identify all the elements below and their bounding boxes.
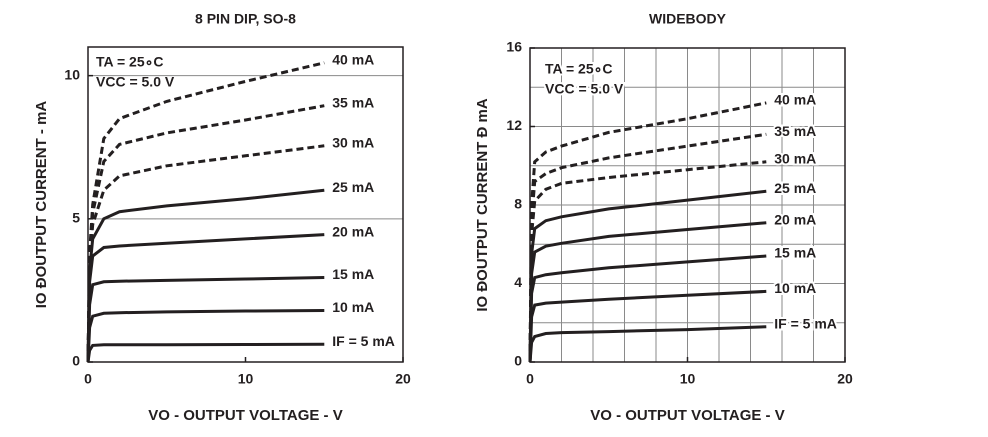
- annotation: TA = 25∘C: [96, 54, 164, 70]
- curve-label: 15 mA: [774, 245, 816, 261]
- curve-label: IF = 5 mA: [774, 315, 837, 331]
- x-tick-label: 0: [84, 371, 92, 387]
- chart-title: WIDEBODY: [649, 11, 727, 27]
- curve-label: 20 mA: [332, 223, 374, 239]
- curve-label: 15 mA: [332, 266, 374, 282]
- x-tick-label: 10: [680, 371, 696, 387]
- curve-label: IF = 5 mA: [332, 333, 395, 349]
- y-axis-label: IO ÐOUTPUT CURRENT Ð mA: [474, 98, 491, 312]
- y-tick-label: 0: [72, 353, 80, 369]
- chart-title: 8 PIN DIP, SO-8: [195, 11, 296, 27]
- x-tick-label: 10: [238, 371, 254, 387]
- curve-label: 20 mA: [774, 211, 816, 227]
- curve-label: 30 mA: [774, 151, 816, 167]
- annotation: VCC = 5.0 V: [96, 74, 175, 90]
- curve-label: 25 mA: [774, 180, 816, 196]
- curve: [528, 254, 767, 363]
- curve-label: 30 mA: [332, 134, 374, 150]
- y-tick-label: 5: [72, 210, 80, 226]
- x-tick-label: 0: [526, 371, 534, 387]
- curve: [86, 61, 325, 363]
- y-tick-label: 4: [514, 274, 522, 290]
- y-tick-label: 12: [506, 117, 522, 133]
- curve: [528, 189, 767, 363]
- curve: [86, 144, 325, 363]
- curve: [86, 342, 325, 363]
- curve: [86, 276, 325, 363]
- curve-label: 35 mA: [332, 94, 374, 110]
- curve: [86, 188, 325, 363]
- x-axis-label: VO - OUTPUT VOLTAGE - V: [148, 407, 342, 424]
- curve-label: 25 mA: [332, 179, 374, 195]
- y-tick-label: 8: [514, 196, 522, 212]
- annotation: TA = 25∘C: [545, 61, 613, 77]
- y-tick-label: 16: [506, 39, 522, 55]
- x-tick-label: 20: [395, 371, 411, 387]
- curve: [86, 309, 325, 363]
- x-axis-label: VO - OUTPUT VOLTAGE - V: [590, 407, 784, 424]
- curve-label: 10 mA: [332, 299, 374, 315]
- curve-label: 40 mA: [774, 92, 816, 108]
- curve-label: 10 mA: [774, 280, 816, 296]
- y-tick-label: 0: [514, 353, 522, 369]
- y-axis-label: IO ÐOUTPUT CURRENT - mA: [33, 101, 50, 309]
- curve: [86, 104, 325, 363]
- curve: [528, 101, 767, 363]
- x-tick-label: 20: [837, 371, 853, 387]
- curve-label: 40 mA: [332, 51, 374, 67]
- y-tick-label: 10: [64, 66, 80, 82]
- curve-label: 35 mA: [774, 123, 816, 139]
- curve: [528, 325, 767, 363]
- annotation: VCC = 5.0 V: [545, 81, 624, 97]
